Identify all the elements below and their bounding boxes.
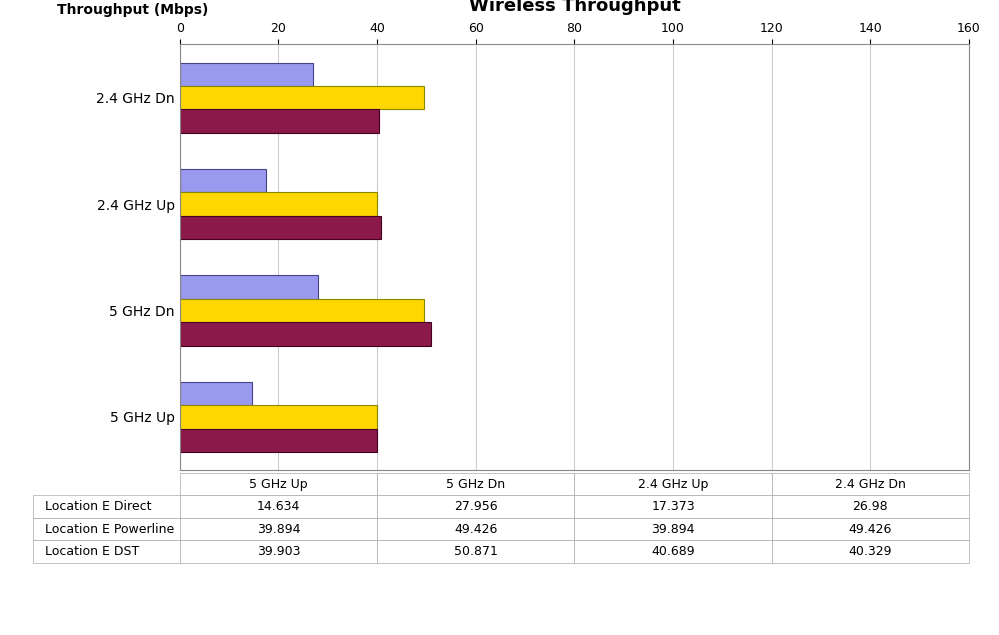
Bar (180, 62, 313, 86)
Bar (180, 276, 318, 298)
Bar (180, 109, 379, 133)
Text: Throughput (Mbps): Throughput (Mbps) (58, 3, 209, 17)
Bar (180, 169, 266, 192)
Bar (180, 298, 424, 322)
Title: Wireless Throughput: Wireless Throughput (469, 0, 680, 15)
Bar (180, 405, 377, 429)
Bar (180, 322, 431, 345)
FancyBboxPatch shape (39, 500, 51, 514)
FancyBboxPatch shape (39, 523, 51, 536)
Bar (180, 382, 252, 405)
Bar (180, 192, 377, 216)
Bar (180, 429, 377, 452)
Bar (180, 86, 424, 109)
Bar (180, 216, 381, 239)
FancyBboxPatch shape (39, 545, 51, 558)
